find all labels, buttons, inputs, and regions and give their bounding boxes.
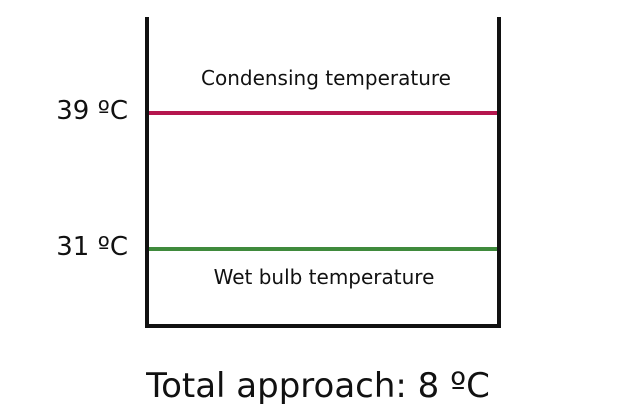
wet-bulb-temperature-label: Wet bulb temperature	[213, 265, 435, 289]
container-left-wall	[145, 17, 149, 328]
condensing-temperature-label: Condensing temperature	[201, 66, 451, 90]
container-right-wall	[497, 17, 501, 328]
container-bottom-wall	[145, 324, 501, 328]
condensing-temperature-line	[149, 111, 497, 115]
condensing-temperature-value: 39 ºC	[56, 96, 128, 126]
wet-bulb-temperature-value: 31 ºC	[56, 232, 128, 262]
total-approach-text: Total approach: 8 ºC	[146, 366, 490, 406]
wet-bulb-temperature-line	[149, 247, 497, 251]
